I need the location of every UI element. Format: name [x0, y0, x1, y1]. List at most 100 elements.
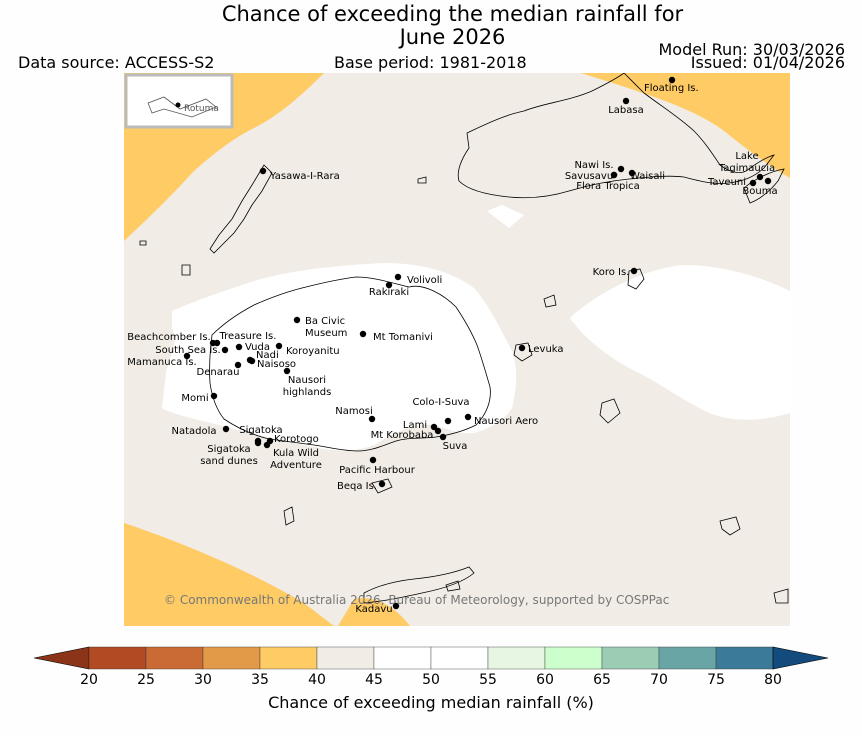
place-marker-momi	[210, 392, 218, 400]
place-volivoli: Volivoli	[394, 273, 442, 286]
place-label-vuda: Vuda	[245, 342, 270, 353]
place-label-korotogo: Korotogo	[274, 434, 319, 445]
copyright-text: © Commonwealth of Australia 2026, Bureau…	[164, 593, 669, 607]
place-nausori-highlands: Nausori highlands	[283, 367, 331, 398]
colorbar-tick-40: 40	[308, 672, 326, 688]
place-label-labasa: Labasa	[608, 105, 644, 116]
place-label-namosi: Namosi	[335, 406, 372, 417]
band-45-55-savusavu-patch	[487, 205, 524, 228]
colorbar-tick-75: 75	[707, 672, 725, 688]
place-marker-rakiraki	[385, 281, 393, 289]
place-label-sigatoka-sand-dunes: Sigatoka sand dunes	[200, 444, 258, 467]
islet-6	[773, 588, 789, 604]
place-kadavu: Kadavu	[355, 602, 400, 615]
rainfall-probability-map: Rotuma Floating Is.Labasa Yasawa-I-Rara Na…	[124, 73, 790, 626]
place-label-volivoli: Volivoli	[407, 275, 442, 286]
place-rakiraki: Rakiraki	[369, 281, 409, 298]
colorbar-over-arrow	[772, 646, 829, 670]
place-denarau: Denarau	[197, 361, 242, 378]
place-marker-south-sea-is	[221, 346, 229, 354]
place-lake-tagimaucia: Lake Tagimaucia	[718, 151, 775, 181]
islet-5	[445, 580, 461, 592]
colorbar-tick-45: 45	[365, 672, 383, 688]
band-35-40-top-right	[581, 73, 790, 178]
place-marker-beqa-is	[378, 480, 386, 488]
place-label-koro-is: Koro Is.	[593, 267, 630, 278]
yasawa-coastline	[209, 164, 273, 254]
colorbar-band-20-25	[88, 646, 147, 670]
place-marker-flora-tropica	[610, 171, 618, 179]
place-label-mt-tomanivi: Mt Tomanivi	[373, 332, 433, 343]
gau-coastline	[599, 398, 621, 424]
place-marker-koroyanitu	[275, 342, 283, 350]
place-label-beachcomber-is: Beachcomber Is.	[127, 332, 210, 343]
colorbar-band-25-30	[145, 646, 204, 670]
islet-8	[139, 240, 147, 246]
place-floating-is: Floating Is.	[644, 76, 699, 94]
islet-4	[181, 264, 191, 276]
place-marker-pacific-harbour	[369, 456, 377, 464]
place-marker-ba-civic-museum	[293, 316, 301, 324]
place-label-lake-tagimaucia: Lake Tagimaucia	[718, 151, 775, 174]
beqa-coastline	[371, 478, 393, 494]
place-label-naisoso: Naisoso	[257, 359, 296, 370]
place-label-denarau: Denarau	[197, 367, 240, 378]
koro-coastline	[627, 268, 645, 290]
place-marker-taveuni	[749, 179, 757, 187]
place-label-beqa-is: Beqa Is.	[337, 481, 377, 492]
place-koroyanitu: Koroyanitu	[275, 342, 340, 357]
place-koro-is: Koro Is.	[593, 267, 638, 278]
place-label-rakiraki: Rakiraki	[369, 287, 409, 298]
place-label-flora-tropica: Flora Tropica	[576, 181, 639, 192]
place-label-ba-civic-museum: Ba Civic Museum	[305, 316, 347, 339]
place-marker-bouma	[764, 177, 772, 185]
place-nausori-aero: Nausori Aero	[464, 413, 538, 427]
islet-3	[719, 516, 741, 536]
place-label-bouma: Bouma	[742, 186, 777, 197]
place-label-sigatoka: Sigatoka	[239, 425, 282, 436]
colorbar-band-30-35	[202, 646, 261, 670]
place-colo-i-suva: Colo-I-Suva	[412, 397, 470, 425]
place-sigatoka-sand-dunes: Sigatoka sand dunes	[200, 439, 262, 467]
place-label-waisali: Waisali	[630, 171, 665, 182]
place-nawi-is: Nawi Is.	[574, 160, 625, 173]
colorbar-tick-60: 60	[536, 672, 554, 688]
band-35-40-bottom-mid	[338, 598, 410, 626]
place-marker-kadavu	[392, 602, 400, 610]
place-labasa: Labasa	[608, 97, 644, 116]
place-label-natadola: Natadola	[171, 426, 216, 437]
place-markers: Floating Is.Labasa Yasawa-I-Rara Nawi Is. S…	[127, 76, 778, 615]
place-south-sea-is: South Sea Is.	[155, 345, 229, 356]
place-label-floating-is: Floating Is.	[644, 83, 699, 94]
place-mt-tomanivi: Mt Tomanivi	[359, 330, 433, 343]
colorbar-tick-65: 65	[593, 672, 611, 688]
place-namosi: Namosi	[335, 406, 376, 423]
model-run-label: Model Run: 30/03/2026	[658, 40, 846, 59]
kadavu-coastline	[363, 566, 475, 604]
colorbar-band-70-75	[658, 646, 717, 670]
place-beqa-is: Beqa Is.	[337, 480, 386, 492]
place-bouma: Bouma	[742, 177, 778, 197]
place-marker-vuda	[235, 343, 243, 351]
chart-title-line2: June 2026	[399, 25, 506, 49]
colorbar-band-50-55	[430, 646, 489, 670]
place-marker-yasawa-i-rara	[259, 167, 267, 175]
colorbar-band-35-40	[259, 646, 318, 670]
place-label-mt-korobaba: Mt Korobaba	[371, 430, 434, 441]
place-vuda: Vuda	[235, 342, 270, 353]
colorbar-tick-80: 80	[764, 672, 782, 688]
place-marker-mt-korobaba	[434, 427, 442, 435]
place-waisali: Waisali	[628, 169, 665, 182]
colorbar-band-45-50	[373, 646, 432, 670]
place-label-yasawa-i-rara: Yasawa-I-Rara	[269, 171, 340, 182]
place-naisoso: Naisoso	[248, 357, 296, 370]
colorbar-band-55-60	[487, 646, 546, 670]
islet-7	[543, 294, 557, 308]
place-marker-mt-tomanivi	[359, 330, 367, 338]
rotuma-inset: Rotuma	[124, 73, 234, 129]
place-mamanuca-is: Mamanuca Is.	[127, 352, 197, 368]
place-label-treasure-is: Treasure Is.	[219, 331, 277, 342]
place-lami: Lami	[403, 420, 438, 431]
place-kula-wild-adventure: Kula Wild Adventure	[263, 441, 322, 471]
colorbar	[33, 646, 829, 670]
